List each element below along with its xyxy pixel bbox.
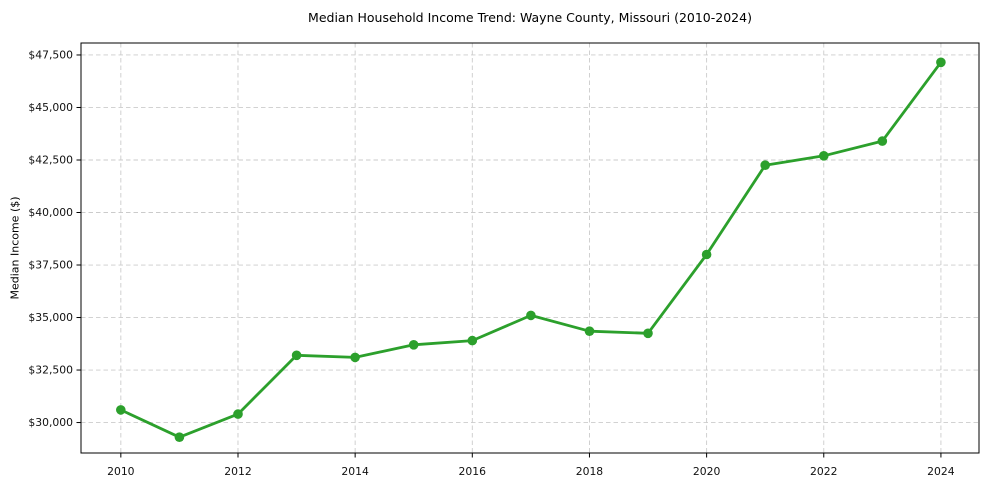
x-tick-label: 2012 (224, 465, 251, 478)
x-tick-label: 2014 (341, 465, 369, 478)
y-tick-label: $45,000 (28, 101, 73, 114)
data-point-2023 (877, 136, 888, 146)
data-point-2013 (291, 350, 302, 361)
x-tick-label: 2022 (810, 465, 837, 478)
data-point-2011 (174, 432, 185, 443)
data-point-2020 (701, 249, 712, 260)
data-point-2021 (760, 160, 770, 170)
x-tick-label: 2010 (107, 465, 135, 478)
x-tick-label: 2016 (459, 465, 487, 478)
data-point-2019 (643, 328, 653, 339)
x-tick-label: 2024 (927, 465, 955, 478)
y-tick-label: $47,500 (28, 49, 73, 62)
plot-border (80, 42, 980, 454)
y-tick-label: $40,000 (28, 206, 73, 219)
y-tick-label: $35,000 (28, 311, 73, 324)
data-point-2022 (819, 151, 829, 161)
data-point-2015 (408, 340, 419, 350)
data-point-2016 (467, 335, 478, 346)
plot-background (81, 43, 979, 453)
y-tick-label: $37,500 (28, 259, 73, 272)
y-tick-label: $30,000 (28, 416, 73, 429)
chart-title: Median Household Income Trend: Wayne Cou… (308, 10, 752, 25)
x-tick-label: 2020 (693, 465, 721, 478)
y-tick-label: $32,500 (28, 364, 73, 377)
data-point-2018 (584, 326, 595, 337)
data-point-2017 (526, 310, 536, 321)
data-point-2012 (233, 409, 243, 419)
y-tick-label: $42,500 (28, 154, 73, 167)
data-point-2010 (116, 405, 126, 415)
x-tick-label: 2018 (576, 465, 604, 478)
data-point-2024 (936, 57, 946, 68)
data-point-2014 (350, 352, 360, 363)
